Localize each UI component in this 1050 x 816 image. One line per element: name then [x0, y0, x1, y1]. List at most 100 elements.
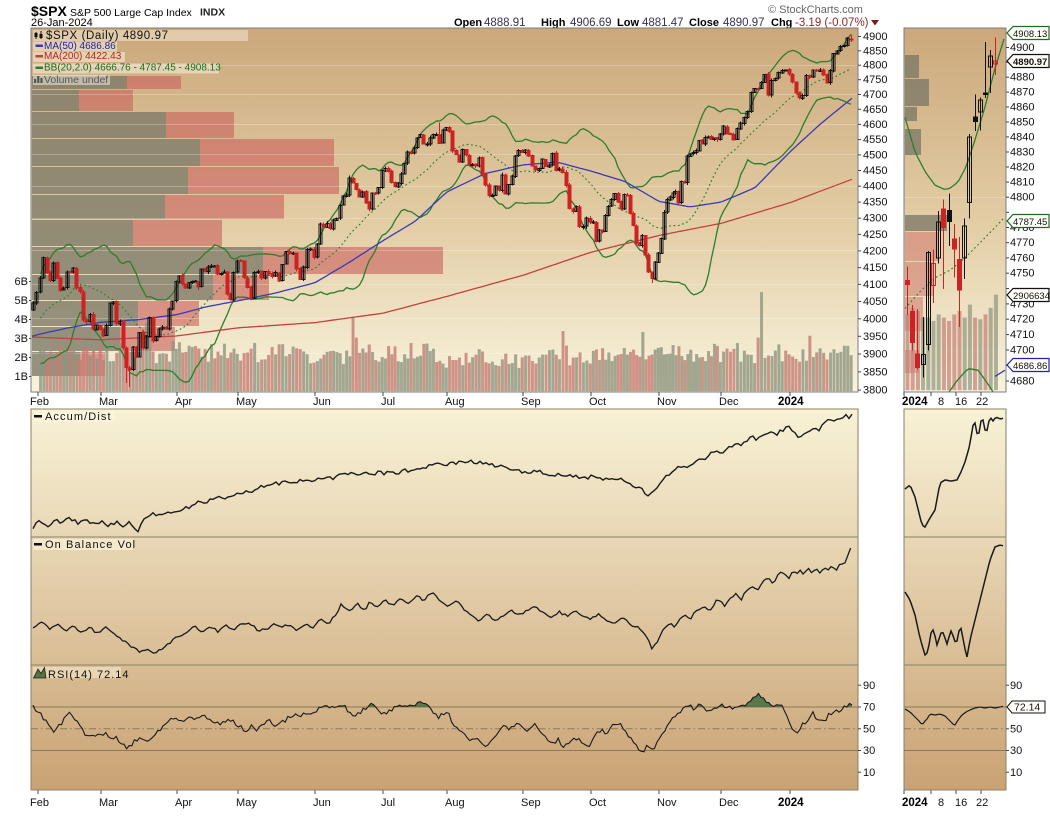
- svg-text:4800: 4800: [863, 60, 887, 72]
- svg-text:Oct: Oct: [589, 396, 606, 408]
- svg-text:$SPX: $SPX: [31, 3, 67, 19]
- svg-text:4710: 4710: [1010, 329, 1034, 341]
- svg-text:4700: 4700: [1010, 345, 1034, 357]
- svg-text:4820: 4820: [1010, 162, 1034, 174]
- svg-text:4787.45: 4787.45: [1013, 217, 1047, 228]
- svg-text:4770: 4770: [1010, 237, 1034, 249]
- svg-text:2024: 2024: [778, 396, 804, 408]
- svg-text:Apr: Apr: [175, 797, 192, 809]
- svg-text:22: 22: [976, 396, 988, 408]
- svg-text:4750: 4750: [1010, 268, 1034, 280]
- svg-text:May: May: [236, 396, 257, 408]
- svg-text:10: 10: [863, 767, 875, 779]
- svg-text:BB(20,2.0) 4666.76 - 4787.45 -: BB(20,2.0) 4666.76 - 4787.45 - 4908.13: [44, 63, 221, 74]
- svg-text:8: 8: [938, 396, 944, 408]
- svg-text:Mar: Mar: [99, 396, 118, 408]
- svg-text:Jul: Jul: [381, 797, 395, 809]
- svg-text:4350: 4350: [863, 197, 887, 209]
- svg-text:4830: 4830: [1010, 146, 1034, 158]
- svg-text:3800: 3800: [863, 385, 887, 397]
- svg-text:Chg: Chg: [771, 17, 792, 29]
- svg-text:4100: 4100: [863, 279, 887, 291]
- svg-text:© StockCharts.com: © StockCharts.com: [768, 4, 863, 16]
- svg-text:4880: 4880: [1010, 72, 1034, 84]
- svg-text:MA(50) 4686.86: MA(50) 4686.86: [44, 41, 116, 52]
- svg-text:Dec: Dec: [719, 797, 739, 809]
- svg-text:4250: 4250: [863, 229, 887, 241]
- svg-text:MA(200) 4422.43: MA(200) 4422.43: [44, 51, 122, 62]
- svg-text:4650: 4650: [863, 104, 887, 116]
- svg-text:5B: 5B: [15, 295, 28, 307]
- svg-text:4908.13: 4908.13: [1013, 29, 1047, 40]
- svg-text:4B: 4B: [15, 314, 28, 326]
- svg-text:4700: 4700: [863, 89, 887, 101]
- svg-text:4200: 4200: [863, 245, 887, 257]
- svg-text:4870: 4870: [1010, 87, 1034, 99]
- svg-text:30: 30: [863, 745, 875, 757]
- svg-text:2024: 2024: [778, 797, 804, 809]
- svg-text:90: 90: [863, 680, 875, 692]
- svg-text:2B: 2B: [15, 352, 28, 364]
- svg-text:3950: 3950: [863, 331, 887, 343]
- svg-text:4600: 4600: [863, 119, 887, 131]
- svg-text:Accum/Dist: Accum/Dist: [45, 411, 112, 423]
- svg-text:4800: 4800: [1010, 192, 1034, 204]
- svg-text:Aug: Aug: [445, 797, 465, 809]
- svg-text:4680: 4680: [1010, 376, 1034, 388]
- svg-text:90: 90: [1010, 680, 1022, 692]
- svg-text:1B: 1B: [15, 371, 28, 383]
- svg-text:Sep: Sep: [521, 396, 541, 408]
- svg-text:4000: 4000: [863, 313, 887, 325]
- svg-text:8: 8: [938, 797, 944, 809]
- svg-text:4840: 4840: [1010, 131, 1034, 143]
- svg-text:4860: 4860: [1010, 102, 1034, 114]
- svg-text:3900: 3900: [863, 348, 887, 360]
- svg-text:4881.47: 4881.47: [642, 17, 684, 29]
- svg-text:May: May: [236, 797, 257, 809]
- svg-text:-3.19 (-0.07%): -3.19 (-0.07%): [795, 17, 869, 29]
- svg-text:16: 16: [955, 396, 967, 408]
- svg-text:4900: 4900: [863, 31, 887, 43]
- svg-text:Nov: Nov: [657, 396, 677, 408]
- svg-text:4900: 4900: [1010, 42, 1034, 54]
- svg-text:2024: 2024: [902, 396, 928, 408]
- svg-text:High: High: [541, 17, 566, 29]
- svg-text:4810: 4810: [1010, 177, 1034, 189]
- svg-text:70: 70: [863, 702, 875, 714]
- svg-text:4888.91: 4888.91: [484, 17, 526, 29]
- svg-text:72.14: 72.14: [1014, 702, 1040, 714]
- svg-text:Close: Close: [689, 17, 719, 29]
- svg-text:Feb: Feb: [30, 396, 49, 408]
- svg-text:50: 50: [1010, 723, 1022, 735]
- svg-text:4850: 4850: [863, 45, 887, 57]
- svg-text:Jul: Jul: [381, 396, 395, 408]
- svg-text:4760: 4760: [1010, 252, 1034, 264]
- svg-text:4500: 4500: [863, 149, 887, 161]
- svg-text:Open: Open: [454, 17, 482, 29]
- svg-text:4906.69: 4906.69: [570, 17, 612, 29]
- svg-text:Sep: Sep: [521, 797, 541, 809]
- svg-text:RSI(14) 72.14: RSI(14) 72.14: [48, 669, 129, 681]
- svg-text:4890.97: 4890.97: [723, 17, 765, 29]
- svg-text:26-Jan-2024: 26-Jan-2024: [31, 17, 93, 29]
- svg-text:Mar: Mar: [99, 797, 118, 809]
- svg-text:4550: 4550: [863, 134, 887, 146]
- svg-text:Aug: Aug: [445, 396, 465, 408]
- svg-text:INDX: INDX: [200, 7, 225, 19]
- svg-text:4720: 4720: [1010, 314, 1034, 326]
- svg-text:10: 10: [1010, 767, 1022, 779]
- svg-text:50: 50: [863, 723, 875, 735]
- svg-text:S&P 500 Large Cap Index: S&P 500 Large Cap Index: [70, 7, 193, 19]
- svg-text:2906634: 2906634: [1013, 291, 1050, 302]
- svg-text:Low: Low: [617, 17, 639, 29]
- svg-text:Feb: Feb: [30, 797, 49, 809]
- svg-text:6B: 6B: [15, 276, 28, 288]
- svg-text:Nov: Nov: [657, 797, 677, 809]
- svg-text:22: 22: [976, 797, 988, 809]
- svg-text:30: 30: [1010, 745, 1022, 757]
- svg-text:16: 16: [955, 797, 967, 809]
- svg-text:4150: 4150: [863, 262, 887, 274]
- svg-text:On Balance Vol: On Balance Vol: [45, 539, 136, 551]
- svg-text:2024: 2024: [902, 797, 928, 809]
- svg-text:4890.97: 4890.97: [1013, 57, 1047, 68]
